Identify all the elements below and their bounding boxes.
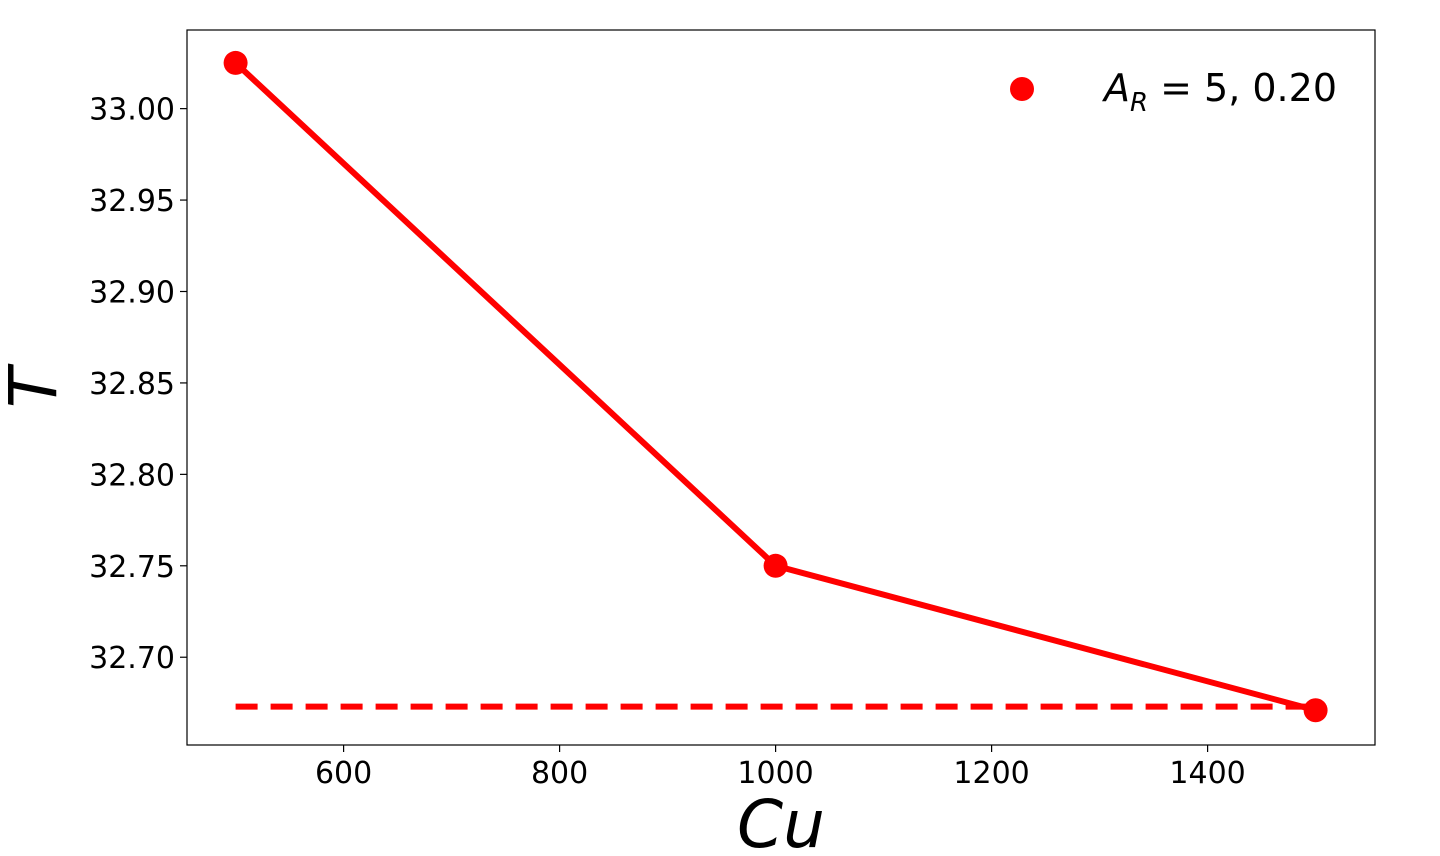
y-tick-label: 32.75 bbox=[89, 550, 175, 585]
legend-label-rest: = 5, 0.20 bbox=[1148, 66, 1337, 110]
legend-label-main: A bbox=[1101, 66, 1130, 110]
y-tick-label: 32.70 bbox=[89, 641, 175, 676]
x-axis-ticks: 600 800 1000 1200 1400 bbox=[315, 745, 1246, 791]
data-point bbox=[763, 553, 788, 578]
x-tick-label: 1200 bbox=[953, 756, 1029, 791]
y-axis-ticks: 32.70 32.75 32.80 32.85 32.90 32.95 33.00 bbox=[89, 93, 187, 676]
y-axis-label: T bbox=[0, 363, 72, 408]
x-tick-label: 800 bbox=[531, 756, 588, 791]
y-tick-label: 32.95 bbox=[89, 184, 175, 219]
y-tick-label: 32.80 bbox=[89, 458, 175, 493]
legend-label: AR = 5, 0.20 bbox=[1101, 66, 1337, 118]
x-tick-label: 600 bbox=[315, 756, 372, 791]
y-tick-label: 33.00 bbox=[89, 93, 175, 128]
y-tick-label: 32.90 bbox=[89, 275, 175, 310]
x-tick-label: 1400 bbox=[1169, 756, 1245, 791]
data-point bbox=[1303, 698, 1328, 723]
data-point bbox=[223, 50, 248, 75]
x-tick-label: 1000 bbox=[737, 756, 813, 791]
plot-area bbox=[186, 29, 1376, 746]
legend: AR = 5, 0.20 bbox=[1010, 66, 1337, 118]
x-axis-label: Cu bbox=[737, 786, 825, 856]
legend-label-subscript: R bbox=[1130, 88, 1148, 118]
legend-marker bbox=[1010, 77, 1034, 101]
y-tick-label: 32.85 bbox=[89, 367, 175, 402]
series-layer bbox=[223, 50, 1328, 723]
